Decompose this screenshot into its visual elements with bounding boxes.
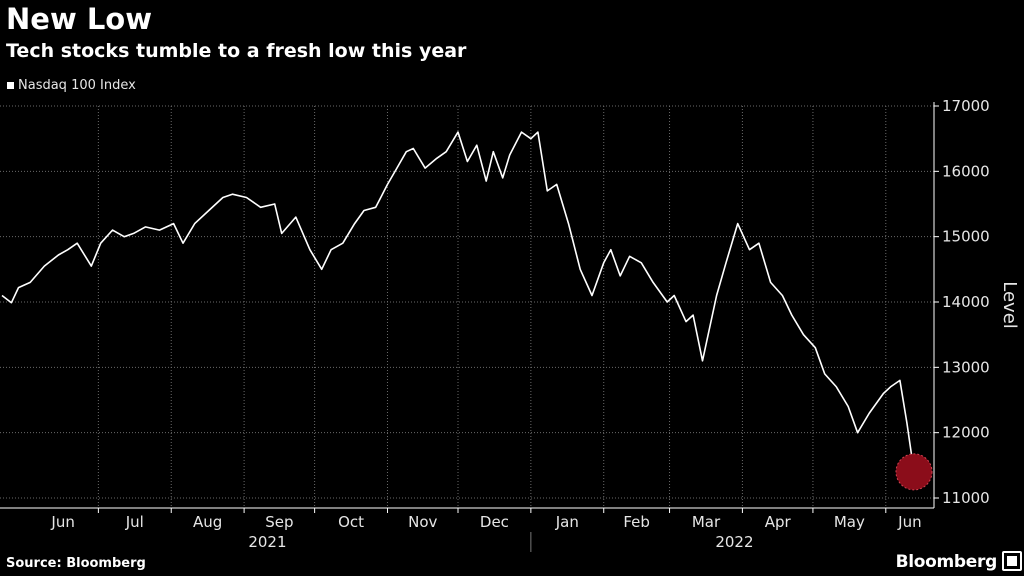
- y-tick-label: 12000: [942, 424, 990, 442]
- brand-mark-icon: [1002, 551, 1022, 571]
- legend: Nasdaq 100 Index: [7, 78, 136, 93]
- x-tick-label: Dec: [480, 513, 509, 531]
- x-tick-label: Nov: [408, 513, 437, 531]
- source-note: Source: Bloomberg: [6, 556, 146, 571]
- y-tick-label: 16000: [942, 162, 990, 180]
- y-axis-label: Level: [999, 281, 1020, 329]
- legend-swatch: [7, 82, 14, 89]
- x-tick-label: Jun: [897, 513, 921, 531]
- x-tick-label: Jul: [125, 513, 144, 531]
- axes: [0, 102, 939, 552]
- series-line: [1, 131, 915, 473]
- year-label: 2022: [715, 533, 753, 551]
- x-tick-label: Feb: [623, 513, 650, 531]
- year-label: 2021: [248, 533, 286, 551]
- y-tick-label: 17000: [942, 97, 990, 115]
- y-tick-label: 13000: [942, 358, 990, 376]
- x-tick-label: Aug: [193, 513, 222, 531]
- x-tick-label: Sep: [265, 513, 293, 531]
- highlight-marker: [895, 453, 933, 491]
- x-tick-label: Apr: [765, 513, 792, 531]
- chart-subtitle: Tech stocks tumble to a fresh low this y…: [6, 40, 467, 62]
- series-layer: [1, 131, 915, 473]
- x-tick-label: May: [834, 513, 865, 531]
- tick-labels: 11000 12000 13000 14000 15000 16000 17000 Jun Ju…: [50, 97, 989, 551]
- legend-label: Nasdaq 100 Index: [18, 78, 136, 93]
- x-tick-label: Jun: [50, 513, 74, 531]
- brand-logo: Bloomberg: [895, 552, 998, 572]
- y-tick-label: 15000: [942, 228, 990, 246]
- grid: [0, 105, 934, 508]
- chart-title: New Low: [6, 2, 153, 36]
- y-tick-label: 11000: [942, 489, 990, 507]
- x-tick-label: Jan: [555, 513, 579, 531]
- x-tick-label: Oct: [338, 513, 364, 531]
- x-tick-label: Mar: [692, 513, 721, 531]
- y-tick-label: 14000: [942, 293, 990, 311]
- highlight-layer: [895, 453, 933, 491]
